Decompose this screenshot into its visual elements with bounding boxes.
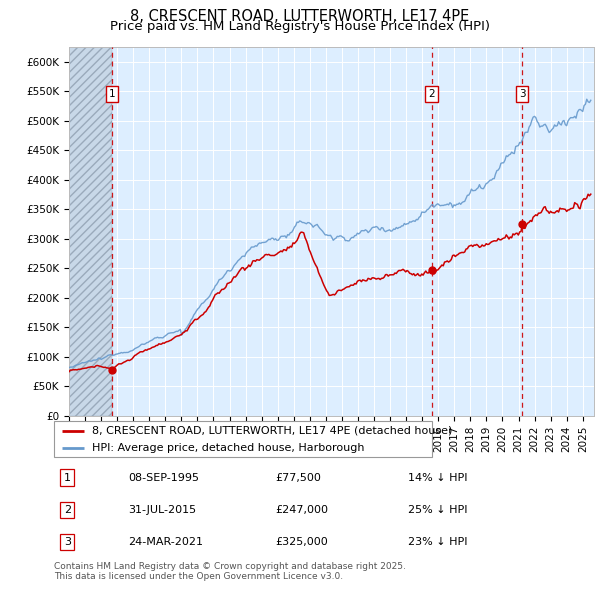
Text: Contains HM Land Registry data © Crown copyright and database right 2025.
This d: Contains HM Land Registry data © Crown c…: [54, 562, 406, 581]
Text: 3: 3: [519, 90, 526, 99]
Bar: [69, 47, 112, 416]
Text: 14% ↓ HPI: 14% ↓ HPI: [408, 473, 467, 483]
Text: 24-MAR-2021: 24-MAR-2021: [128, 537, 203, 547]
Text: 8, CRESCENT ROAD, LUTTERWORTH, LE17 4PE: 8, CRESCENT ROAD, LUTTERWORTH, LE17 4PE: [130, 9, 470, 24]
Text: HPI: Average price, detached house, Harborough: HPI: Average price, detached house, Harb…: [92, 443, 364, 453]
Text: Price paid vs. HM Land Registry's House Price Index (HPI): Price paid vs. HM Land Registry's House …: [110, 20, 490, 33]
FancyBboxPatch shape: [54, 421, 432, 457]
Text: 2: 2: [64, 505, 71, 515]
Text: 8, CRESCENT ROAD, LUTTERWORTH, LE17 4PE (detached house): 8, CRESCENT ROAD, LUTTERWORTH, LE17 4PE …: [92, 426, 452, 436]
Text: £247,000: £247,000: [276, 505, 329, 515]
Text: 08-SEP-1995: 08-SEP-1995: [128, 473, 199, 483]
Text: 3: 3: [64, 537, 71, 547]
Text: £77,500: £77,500: [276, 473, 322, 483]
Text: 31-JUL-2015: 31-JUL-2015: [128, 505, 196, 515]
Text: £325,000: £325,000: [276, 537, 329, 547]
Text: 2: 2: [428, 90, 435, 99]
Text: 1: 1: [64, 473, 71, 483]
Text: 23% ↓ HPI: 23% ↓ HPI: [408, 537, 467, 547]
Text: 25% ↓ HPI: 25% ↓ HPI: [408, 505, 467, 515]
Text: 1: 1: [109, 90, 116, 99]
